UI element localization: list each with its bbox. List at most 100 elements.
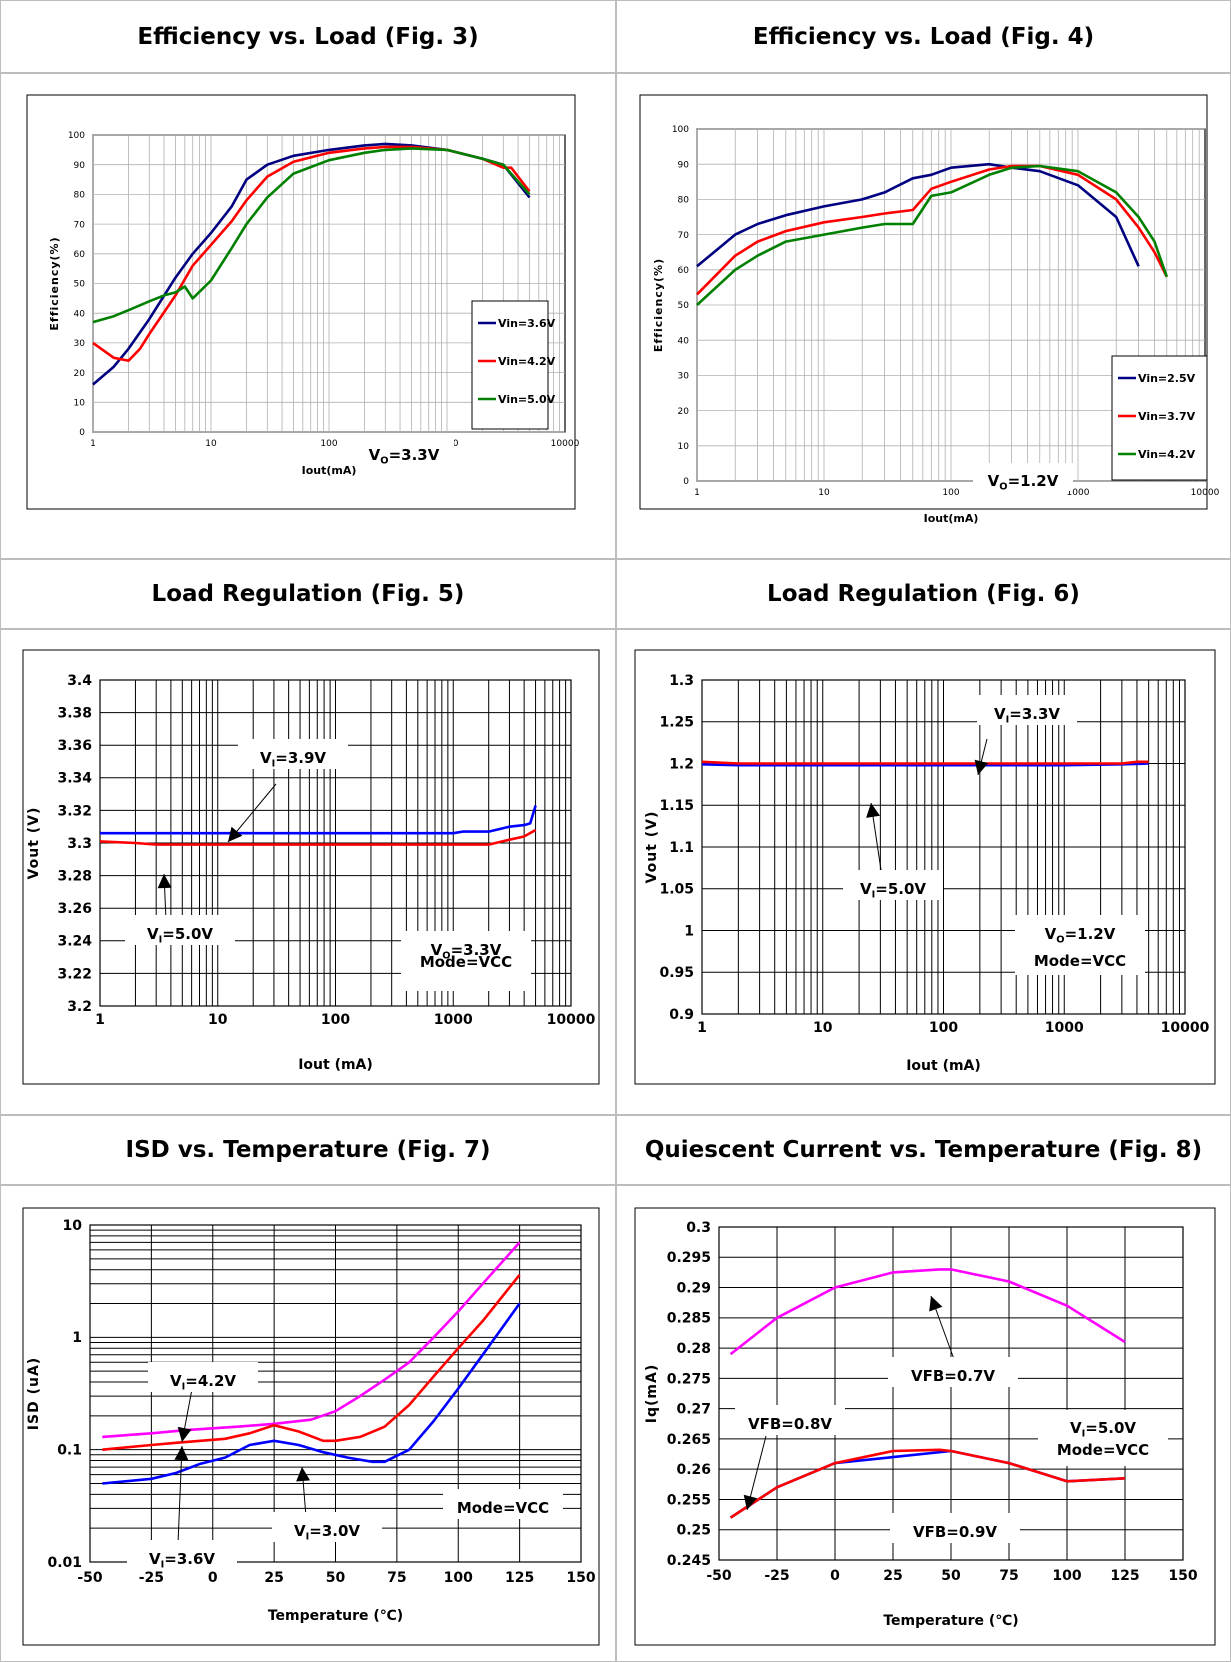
y-tick-label: 0.295 [667,1250,711,1266]
y-tick-label: 90 [678,160,690,170]
legend-entry: Vin=4.2V [498,355,556,368]
x-tick-label: 75 [387,1570,406,1586]
y-tick-label: 3.3 [67,836,92,852]
arrow-icon [743,1494,758,1510]
series-line [92,147,531,324]
annotation-label: VI=5.0V [147,925,213,945]
legend-entry: Vin=2.5V [1138,372,1196,385]
x-tick-label: 10000 [547,1012,596,1028]
x-tick-label: 1000 [434,1012,473,1028]
y-tick-label: 3.2 [67,999,92,1015]
annotation-label: VO=3.3V [431,941,502,961]
annotation-bg [977,695,1077,725]
y-tick-label: 40 [678,336,690,346]
annotation-bg [148,1362,258,1392]
x-tick-label: 25 [883,1568,902,1584]
panel-title-cell: Efficiency vs. Load (Fig. 3) [0,0,616,73]
y-tick-label: 50 [74,280,86,290]
x-tick-label: 100 [942,488,959,498]
x-tick-label: 25 [264,1570,283,1586]
y-tick-label: 10 [74,398,86,408]
y-tick-label: 20 [74,369,86,379]
x-tick-label: 125 [505,1570,534,1586]
x-tick-label: 10 [205,439,217,449]
annotation-label: Mode=VCC [1057,1441,1149,1459]
y-tick-label: 0.28 [676,1341,711,1357]
series-line [102,1241,521,1439]
panel-title: ISD vs. Temperature (Fig. 7) [125,1137,491,1163]
annotation-label: Mode=VCC [420,953,512,971]
y-axis-label: Efficiency(%) [652,258,665,352]
annotation-label: VI=3.6V [149,1550,215,1570]
x-tick-label: 50 [326,1570,346,1586]
y-axis-label: ISD (uA) [26,1357,42,1430]
annotation-bg [272,1512,382,1542]
annotation-label: VFB=0.7V [911,1367,995,1385]
annotation-bg [888,1357,1018,1387]
y-tick-label: 0.01 [47,1555,82,1571]
x-tick-label: 1 [90,439,96,449]
legend-entry: Vin=4.2V [1138,448,1196,461]
panel-title: Efficiency vs. Load (Fig. 4) [752,23,1095,50]
y-tick-label: 0.285 [667,1311,711,1327]
y-tick-label: 0.9 [669,1007,694,1023]
y-tick-label: 0.25 [676,1523,711,1539]
y-tick-label: 30 [74,339,86,349]
y-tick-label: 3.24 [57,934,92,950]
y-tick-label: 100 [672,125,689,135]
chart-3: 1 10 100 1000 10000 3.2 3.22 3.24 3.26 3.28 3.3 3.3… [22,649,600,1085]
arrow-icon [866,803,880,818]
x-axis-label: Temperature (℃) [883,1613,1018,1629]
x-tick-label: 10 [818,488,830,498]
y-axis-label: Vout (V) [26,807,42,880]
arrow-icon [157,874,172,889]
x-tick-label: 150 [566,1570,595,1586]
y-tick-label: 60 [74,250,86,260]
x-tick-label: -25 [764,1568,789,1584]
y-tick-label: 20 [678,407,690,417]
annotation-bg [890,1513,1020,1543]
panel-title-cell: Quiescent Current vs. Temperature (Fig. … [616,1115,1231,1185]
y-tick-label: 10 [63,1218,83,1234]
annotation-label: VO=1.2V [988,472,1059,492]
x-tick-label: 100 [929,1020,958,1036]
series-line [100,805,537,835]
annotation-label: Mode=VCC [457,1499,549,1517]
annotation-bg [973,463,1073,491]
annotation-label: VO=1.2V [1045,925,1116,945]
annotation-bg [354,436,454,466]
annotation-bg [443,1489,563,1519]
x-tick-label: 150 [1168,1568,1197,1584]
annotation-label: VI=5.0V [860,880,926,900]
x-tick-label: 50 [941,1568,961,1584]
y-tick-label: 1.1 [669,840,694,856]
y-tick-label: 1 [72,1330,82,1346]
chart-cell [0,629,616,1115]
x-axis-label: Iout (mA) [906,1058,981,1074]
chart-4: 1 10 100 1000 10000 0.9 0.95 1 1.05 1.1 1.15 1.2 1.2… [634,649,1216,1085]
x-axis-label: Iout(mA) [302,464,357,477]
series-line [701,760,1149,765]
arrow-icon [174,1446,189,1461]
annotation-bg [735,1405,845,1435]
annotation-label: VI=3.0V [294,1522,360,1542]
y-tick-label: 0.265 [667,1432,711,1448]
annotation-label: VFB=0.9V [913,1523,997,1541]
y-tick-label: 90 [74,161,86,171]
series-line [729,1268,1126,1356]
y-tick-label: 50 [678,301,690,311]
x-tick-label: -25 [139,1570,164,1586]
chart-5: -50 -25 0 25 50 75 100 125 150 0.01 0.1 1 10 Temperat… [22,1207,600,1646]
annotation-label: Mode=VCC [1034,952,1126,970]
panel-title-cell: Efficiency vs. Load (Fig. 4) [616,0,1231,73]
panel-title-cell: Load Regulation (Fig. 6) [616,559,1231,629]
y-tick-label: 3.38 [57,706,92,722]
y-tick-label: 100 [68,131,85,141]
y-tick-label: 3.22 [57,966,92,982]
arrow-icon [228,826,243,842]
x-tick-label: 1 [95,1012,105,1028]
y-tick-label: 30 [678,372,690,382]
x-axis-label: Iout(mA) [924,512,979,525]
y-tick-label: 60 [678,266,690,276]
